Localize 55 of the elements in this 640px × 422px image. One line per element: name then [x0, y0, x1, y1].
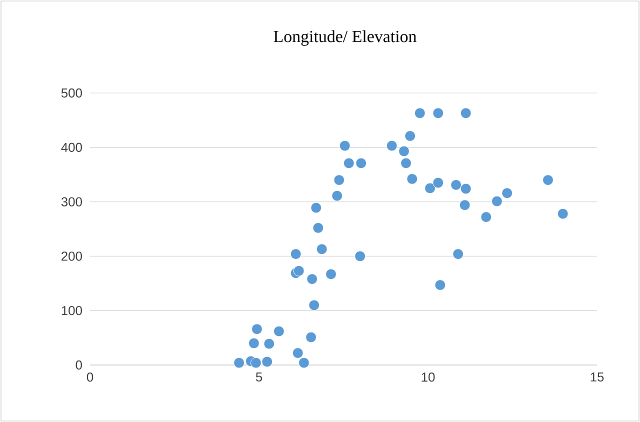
point — [306, 274, 318, 284]
point — [542, 174, 554, 186]
point — [316, 244, 328, 255]
point — [234, 357, 245, 368]
point — [400, 158, 412, 169]
point — [248, 338, 260, 349]
point — [424, 182, 436, 194]
point — [414, 108, 426, 119]
y-tick-label: 400 — [61, 142, 82, 152]
point — [339, 140, 350, 152]
point — [264, 338, 275, 350]
point — [343, 158, 354, 169]
point — [492, 196, 502, 207]
point — [452, 248, 464, 260]
point — [326, 268, 336, 280]
y-tick-label: 500 — [61, 88, 82, 98]
point — [502, 188, 513, 199]
point — [250, 357, 262, 368]
chart-title: Longitude/ Elevation — [274, 30, 417, 46]
x-tick-label: 10 — [422, 372, 435, 382]
y-tick-label: 0 — [76, 360, 82, 370]
point — [293, 265, 304, 276]
point — [312, 222, 324, 234]
point — [308, 300, 320, 311]
point — [290, 248, 302, 260]
point — [356, 158, 367, 169]
y-tick-label: 300 — [61, 197, 82, 206]
point — [252, 324, 262, 335]
point — [406, 174, 418, 184]
point — [434, 280, 446, 290]
point — [557, 208, 568, 220]
point — [334, 174, 345, 186]
point — [480, 212, 492, 222]
point — [398, 146, 410, 157]
point — [298, 357, 310, 368]
point — [292, 348, 304, 358]
x-tick-label: 15 — [590, 372, 604, 382]
point — [354, 250, 366, 262]
point — [432, 108, 444, 119]
x-tick-label: 0 — [86, 372, 94, 382]
point — [310, 202, 322, 214]
point — [450, 179, 462, 190]
point — [262, 356, 273, 368]
point — [306, 332, 317, 343]
point — [459, 200, 470, 211]
point — [332, 190, 343, 202]
y-tick-label: 100 — [62, 306, 82, 316]
point — [460, 108, 472, 119]
point — [273, 326, 284, 337]
x-tick-label: 5 — [256, 372, 262, 382]
y-tick-label: 200 — [62, 252, 82, 261]
point — [404, 130, 416, 142]
point — [432, 177, 444, 188]
point — [460, 183, 472, 194]
point — [386, 140, 398, 152]
